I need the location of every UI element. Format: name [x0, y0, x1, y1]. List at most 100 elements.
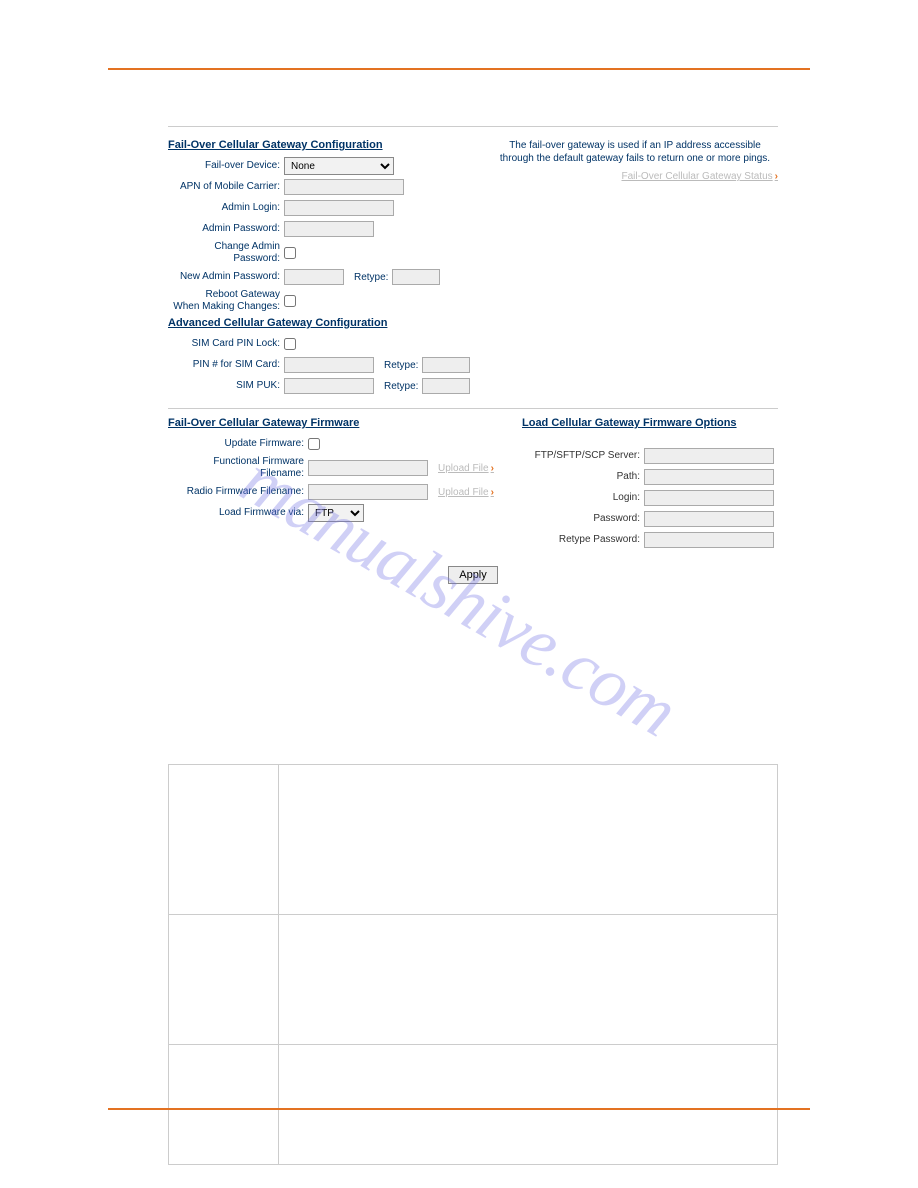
desc-cell-1-2 — [279, 765, 778, 915]
func-fw-upload-link[interactable]: Upload File› — [428, 463, 494, 474]
firmware-right: Load Cellular Gateway Firmware Options F… — [522, 417, 778, 552]
login-input[interactable] — [644, 490, 774, 506]
load-fw-via-select[interactable]: FTP — [308, 504, 364, 522]
update-fw-label: Update Firmware: — [168, 438, 308, 450]
login-row: Login: — [522, 489, 778, 507]
desc-cell-3-1 — [169, 1045, 279, 1165]
desc-cell-2-2 — [279, 915, 778, 1045]
update-fw-checkbox[interactable] — [308, 438, 320, 450]
sim-pin-retype-input[interactable] — [422, 357, 470, 373]
sim-pin-label: PIN # for SIM Card: — [168, 359, 284, 371]
login-label: Login: — [522, 492, 644, 504]
change-admin-pw-checkbox[interactable] — [284, 247, 296, 259]
radio-fw-input[interactable] — [308, 484, 428, 500]
admin-password-input[interactable] — [284, 221, 374, 237]
load-fw-via-label: Load Firmware via: — [168, 507, 308, 519]
radio-fw-row: Radio Firmware Filename: Upload File› — [168, 483, 508, 501]
path-row: Path: — [522, 468, 778, 486]
reboot-gw-label: Reboot Gateway When Making Changes: — [168, 289, 284, 313]
new-admin-pw-input[interactable] — [284, 269, 344, 285]
desc-cell-1-1 — [169, 765, 279, 915]
apply-wrap: Apply — [168, 566, 778, 584]
sim-pin-retype-label: Retype: — [374, 360, 422, 371]
new-admin-pw-row: New Admin Password: Retype: — [168, 268, 478, 286]
failover-config-left: Fail-Over Cellular Gateway Configuration… — [168, 139, 478, 398]
radio-fw-upload-text: Upload File — [438, 487, 489, 498]
sim-pin-lock-label: SIM Card PIN Lock: — [168, 338, 284, 350]
table-row — [169, 765, 778, 915]
top-rule — [108, 68, 810, 70]
apn-label: APN of Mobile Carrier: — [168, 181, 284, 193]
new-admin-pw-label: New Admin Password: — [168, 271, 284, 283]
failover-device-label: Fail-over Device: — [168, 160, 284, 172]
admin-password-label: Admin Password: — [168, 223, 284, 235]
change-admin-pw-label: Change Admin Password: — [168, 241, 284, 265]
apn-input[interactable] — [284, 179, 404, 195]
failover-config-row: Fail-Over Cellular Gateway Configuration… — [168, 139, 778, 398]
firmware-row: Fail-Over Cellular Gateway Firmware Upda… — [168, 417, 778, 552]
config-panel: Fail-Over Cellular Gateway Configuration… — [168, 126, 778, 584]
sim-puk-retype-input[interactable] — [422, 378, 470, 394]
admin-login-input[interactable] — [284, 200, 394, 216]
panel-top-separator — [168, 126, 778, 127]
advanced-config-title: Advanced Cellular Gateway Configuration — [168, 317, 478, 329]
admin-password-row: Admin Password: — [168, 220, 478, 238]
ftp-server-input[interactable] — [644, 448, 774, 464]
func-fw-upload-text: Upload File — [438, 463, 489, 474]
update-fw-row: Update Firmware: — [168, 435, 508, 453]
admin-login-label: Admin Login: — [168, 202, 284, 214]
sim-pin-lock-row: SIM Card PIN Lock: — [168, 335, 478, 353]
radio-fw-label: Radio Firmware Filename: — [168, 486, 308, 498]
failover-config-right: The fail-over gateway is used if an IP a… — [492, 139, 778, 182]
load-fw-options-title: Load Cellular Gateway Firmware Options — [522, 417, 778, 429]
failover-status-link[interactable]: Fail-Over Cellular Gateway Status› — [492, 171, 778, 182]
new-admin-pw-retype-input[interactable] — [392, 269, 440, 285]
password-row: Password: — [522, 510, 778, 528]
desc-cell-2-1 — [169, 915, 279, 1045]
func-fw-label: Functional Firmware Filename: — [168, 456, 308, 480]
chevron-right-icon: › — [491, 487, 494, 498]
sim-puk-row: SIM PUK: Retype: — [168, 377, 478, 395]
retype-password-row: Retype Password: — [522, 531, 778, 549]
table-row — [169, 1045, 778, 1165]
sim-pin-lock-checkbox[interactable] — [284, 338, 296, 350]
retype-password-label: Retype Password: — [522, 534, 644, 546]
apply-button[interactable]: Apply — [448, 566, 498, 584]
password-label: Password: — [522, 513, 644, 525]
failover-status-link-text: Fail-Over Cellular Gateway Status — [621, 171, 772, 182]
admin-login-row: Admin Login: — [168, 199, 478, 217]
chevron-right-icon: › — [491, 463, 494, 474]
failover-config-title: Fail-Over Cellular Gateway Configuration — [168, 139, 478, 151]
reboot-gw-checkbox[interactable] — [284, 295, 296, 307]
radio-fw-upload-link[interactable]: Upload File› — [428, 487, 494, 498]
panel-mid-separator — [168, 408, 778, 409]
func-fw-row: Functional Firmware Filename: Upload Fil… — [168, 456, 508, 480]
failover-device-row: Fail-over Device: None — [168, 157, 478, 175]
bottom-rule — [108, 1108, 810, 1110]
failover-device-select[interactable]: None — [284, 157, 394, 175]
new-admin-pw-retype-label: Retype: — [344, 272, 392, 283]
table-row — [169, 915, 778, 1045]
firmware-left: Fail-Over Cellular Gateway Firmware Upda… — [168, 417, 508, 525]
sim-puk-input[interactable] — [284, 378, 374, 394]
path-label: Path: — [522, 471, 644, 483]
desc-cell-3-2 — [279, 1045, 778, 1165]
retype-password-input[interactable] — [644, 532, 774, 548]
failover-fw-title: Fail-Over Cellular Gateway Firmware — [168, 417, 508, 429]
chevron-right-icon: › — [775, 171, 778, 182]
password-input[interactable] — [644, 511, 774, 527]
failover-info-line2: through the default gateway fails to ret… — [500, 153, 770, 164]
load-fw-via-row: Load Firmware via: FTP — [168, 504, 508, 522]
sim-puk-label: SIM PUK: — [168, 380, 284, 392]
ftp-server-row: FTP/SFTP/SCP Server: — [522, 447, 778, 465]
sim-puk-retype-label: Retype: — [374, 381, 422, 392]
ftp-server-label: FTP/SFTP/SCP Server: — [522, 450, 644, 462]
func-fw-input[interactable] — [308, 460, 428, 476]
sim-pin-row: PIN # for SIM Card: Retype: — [168, 356, 478, 374]
reboot-gw-row: Reboot Gateway When Making Changes: — [168, 289, 478, 313]
failover-info-line1: The fail-over gateway is used if an IP a… — [509, 140, 761, 151]
change-admin-pw-row: Change Admin Password: — [168, 241, 478, 265]
failover-info-text: The fail-over gateway is used if an IP a… — [492, 139, 778, 165]
sim-pin-input[interactable] — [284, 357, 374, 373]
path-input[interactable] — [644, 469, 774, 485]
